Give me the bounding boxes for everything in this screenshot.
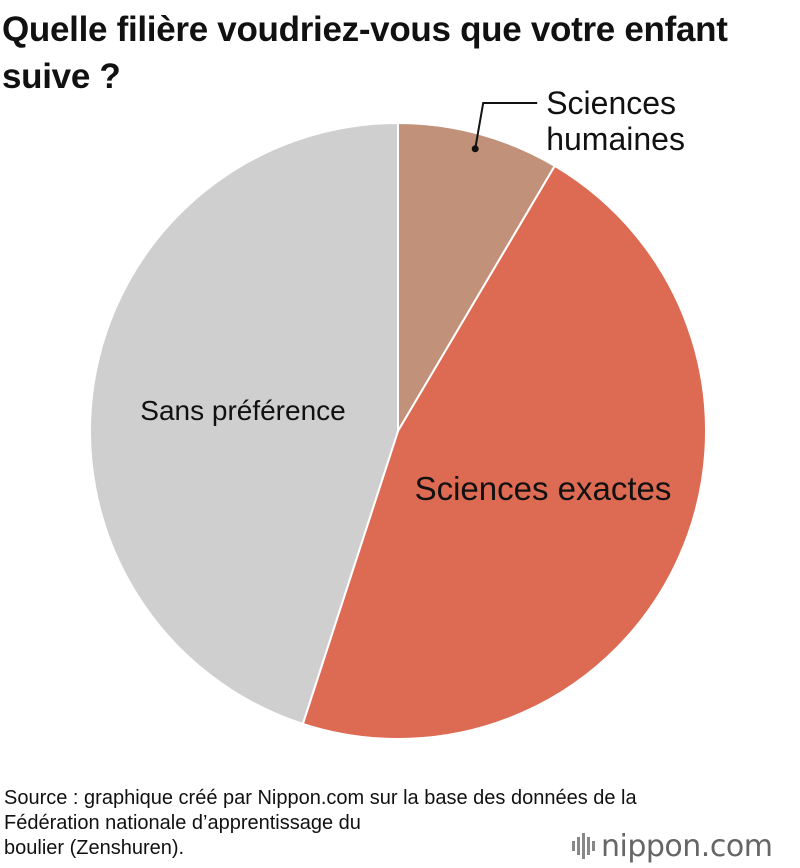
nippon-logo: nippon.com xyxy=(572,826,773,866)
slice-label: Sciences exactes xyxy=(415,470,672,507)
pie-slice xyxy=(301,164,708,740)
source-line: boulier (Zenshuren). xyxy=(4,837,185,859)
callout-line xyxy=(474,102,538,149)
slice-label: Sans préférence xyxy=(140,395,345,426)
pie-slice xyxy=(397,122,556,432)
pie-slices xyxy=(89,122,708,740)
source-line: Source : graphique créé par Nippon.com s… xyxy=(4,787,637,809)
slice-label: Sciences humaines xyxy=(546,85,685,157)
pie-labels: Sciences humaines Sciences exactes Sans pré… xyxy=(140,85,685,507)
logo-text: nippon.com xyxy=(601,828,773,864)
source-line: Fédération nationale d’apprentissage du xyxy=(4,812,361,834)
chart-title: Quelle filière voudriez-vous que votre e… xyxy=(2,10,728,96)
nippon-mark-icon xyxy=(572,833,595,859)
pie-slice xyxy=(89,122,399,725)
source-note: Source : graphique créé par Nippon.com s… xyxy=(4,786,794,861)
